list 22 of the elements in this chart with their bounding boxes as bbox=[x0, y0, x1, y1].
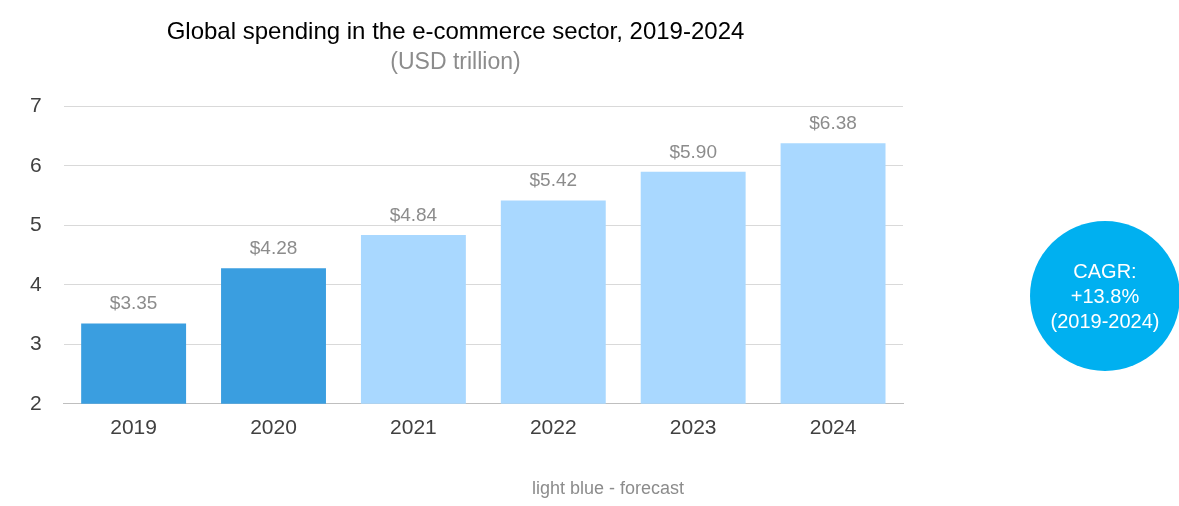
y-tick-label: 3 bbox=[29, 331, 42, 355]
data-label: $4.84 bbox=[389, 203, 438, 225]
x-tick-label: 2021 bbox=[390, 415, 437, 439]
chart-title: Global spending in the e-commerce sector, 2019-2024 bbox=[166, 17, 745, 45]
circle-badge: CAGR: +13.8% (2019-2024) bbox=[1030, 221, 1179, 371]
data-label: $6.38 bbox=[809, 112, 857, 134]
y-tick-label: 7 bbox=[29, 93, 42, 117]
data-label: $5.42 bbox=[529, 169, 578, 191]
data-label: $4.28 bbox=[249, 236, 298, 258]
data-label: $3.35 bbox=[109, 292, 158, 314]
x-tick-label: 2024 bbox=[809, 415, 857, 439]
x-tick-label: 2019 bbox=[110, 415, 157, 439]
x-tick-label: 2020 bbox=[250, 415, 297, 439]
chart-subtitle: (USD trillion) bbox=[390, 47, 521, 74]
x-tick-label: 2022 bbox=[529, 415, 577, 439]
y-tick-label: 6 bbox=[29, 152, 42, 176]
y-tick-label: 5 bbox=[29, 212, 42, 236]
text: light blue - forecast bbox=[530, 478, 686, 499]
y-tick-label: 2 bbox=[29, 390, 42, 414]
x-tick-label: 2023 bbox=[669, 415, 717, 439]
y-tick-label: 4 bbox=[29, 271, 42, 295]
data-label: $5.90 bbox=[669, 140, 717, 162]
